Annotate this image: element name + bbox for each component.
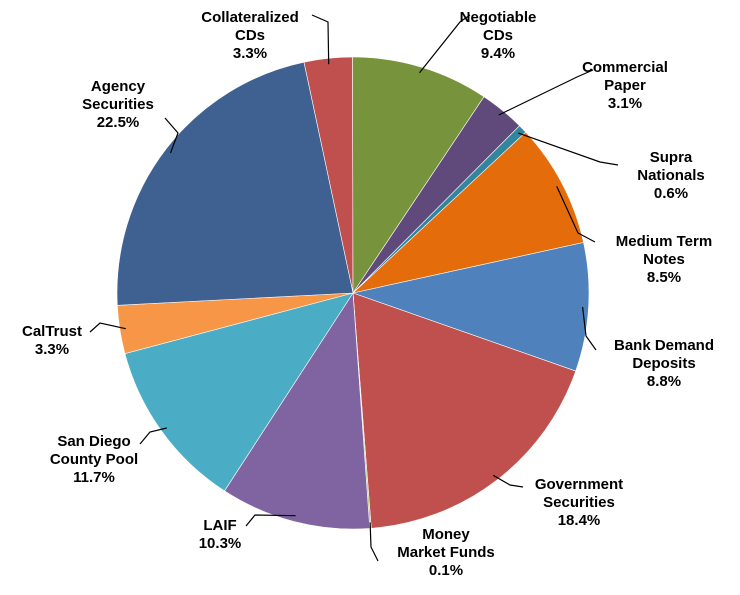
slice-name: Securities bbox=[543, 494, 615, 511]
slice-label: Bank Demand Deposits 8.8% bbox=[614, 337, 714, 390]
leader-line bbox=[312, 15, 329, 64]
slice-name: County Pool bbox=[50, 451, 138, 468]
slice-label: Collateralized CDs 3.3% bbox=[201, 9, 299, 62]
slice-name: Government bbox=[535, 476, 623, 493]
slice-percent: 3.1% bbox=[608, 95, 642, 112]
slice-name: CDs bbox=[483, 27, 513, 44]
slice-percent: 0.1% bbox=[429, 562, 463, 579]
slice-name: Agency bbox=[91, 78, 146, 95]
slice-percent: 10.3% bbox=[199, 535, 242, 552]
slice-name: San Diego bbox=[57, 433, 130, 450]
slice-name: Collateralized bbox=[201, 9, 299, 26]
slice-name: Deposits bbox=[632, 355, 695, 372]
slice-label: Money Market Funds 0.1% bbox=[397, 526, 495, 579]
slice-label: Government Securities 18.4% bbox=[535, 476, 623, 529]
slice-percent: 0.6% bbox=[654, 185, 688, 202]
slice-name: Paper bbox=[604, 77, 646, 94]
slice-percent: 11.7% bbox=[73, 469, 115, 486]
leader-line bbox=[499, 70, 593, 115]
slice-percent: 3.3% bbox=[35, 341, 69, 358]
slice-name: Market Funds bbox=[397, 544, 495, 561]
slice-percent: 8.5% bbox=[647, 269, 681, 286]
slice-name: Securities bbox=[82, 96, 154, 113]
slice-name: Negotiable bbox=[460, 9, 537, 26]
slice-label: Medium Term Notes 8.5% bbox=[616, 233, 712, 286]
slice-name: CalTrust bbox=[22, 323, 82, 340]
slice-label: CalTrust 3.3% bbox=[22, 323, 82, 358]
slice-name: Medium Term bbox=[616, 233, 712, 250]
slice-percent: 8.8% bbox=[647, 373, 681, 390]
slice-label: Agency Securities 22.5% bbox=[82, 78, 154, 131]
slice-name: CDs bbox=[235, 27, 265, 44]
slice-label: Commercial Paper 3.1% bbox=[582, 59, 668, 112]
slice-percent: 3.3% bbox=[233, 45, 267, 62]
slice-name: Nationals bbox=[637, 167, 705, 184]
slice-name: Commercial bbox=[582, 59, 668, 76]
slice-percent: 22.5% bbox=[97, 114, 140, 131]
slice-label: San Diego County Pool 11.7% bbox=[50, 433, 138, 486]
slice-name: Bank Demand bbox=[614, 337, 714, 354]
slice-percent: 18.4% bbox=[558, 512, 601, 529]
slice-label: LAIF 10.3% bbox=[199, 517, 242, 552]
slice-label: Negotiable CDs 9.4% bbox=[460, 9, 537, 62]
slice-name: Supra bbox=[650, 149, 693, 166]
slice-label: Supra Nationals 0.6% bbox=[637, 149, 705, 202]
pie-slices bbox=[117, 57, 589, 529]
slice-percent: 9.4% bbox=[481, 45, 515, 62]
slice-name: LAIF bbox=[203, 517, 236, 534]
slice-name: Notes bbox=[643, 251, 685, 268]
slice-name: Money bbox=[422, 526, 470, 543]
